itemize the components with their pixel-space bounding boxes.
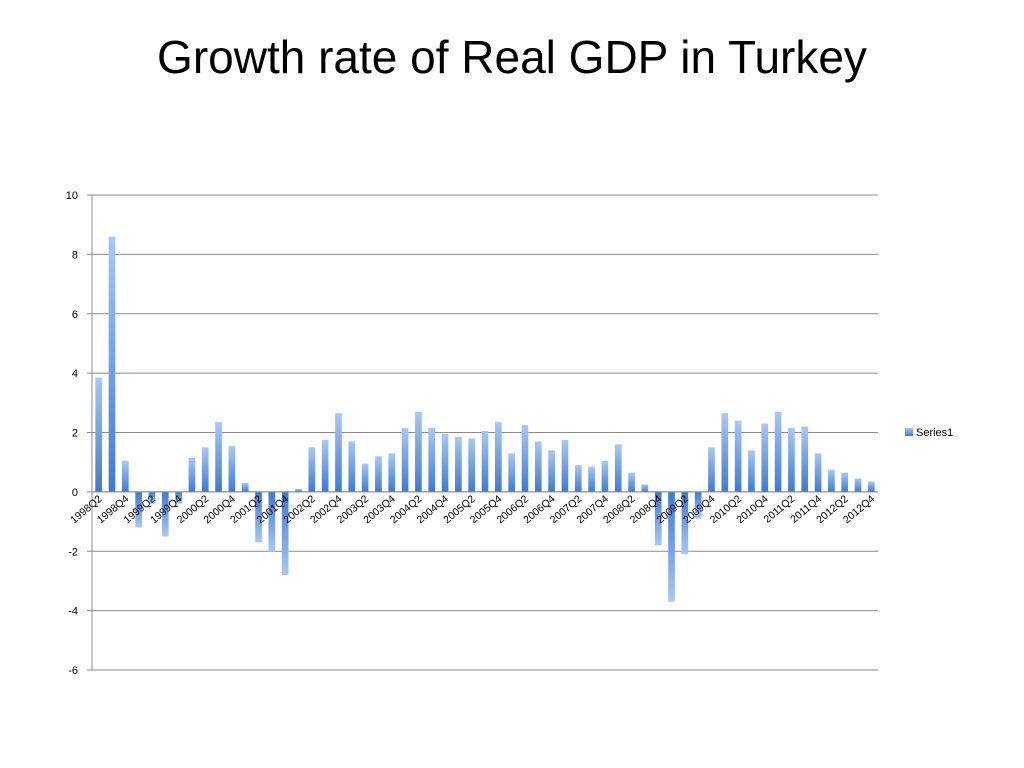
bar-2007Q1 bbox=[561, 439, 569, 492]
bar-2011Q1 bbox=[774, 411, 782, 492]
bar-1998Q3 bbox=[108, 236, 116, 492]
bar-1998Q4 bbox=[121, 460, 129, 492]
legend-swatch-series1 bbox=[905, 428, 913, 436]
bar-2012Q3 bbox=[854, 478, 862, 492]
y-tick-label: 4 bbox=[72, 368, 78, 380]
bar-2010Q4 bbox=[761, 423, 769, 492]
bar-2003Q2 bbox=[361, 463, 369, 492]
bar-2003Q3 bbox=[375, 456, 382, 492]
y-axis-tick-labels: 10 8 6 4 2 0 -2 -4 -6 bbox=[66, 190, 78, 677]
bar-2005Q2 bbox=[468, 438, 476, 492]
bar-2008Q4 bbox=[654, 491, 662, 546]
bars bbox=[95, 236, 875, 602]
bar-2007Q2 bbox=[574, 465, 582, 492]
bar-2010Q2 bbox=[734, 420, 742, 492]
bar-2007Q4 bbox=[601, 460, 609, 492]
y-tick-label: 10 bbox=[66, 190, 78, 202]
bar-2011Q4 bbox=[814, 453, 822, 492]
bar-2001Q2 bbox=[255, 491, 262, 543]
bar-2008Q1 bbox=[614, 444, 622, 492]
bar-2008Q3 bbox=[641, 484, 649, 492]
bar-2009Q4 bbox=[708, 447, 715, 492]
bar-1998Q2 bbox=[95, 377, 102, 492]
bar-1999Q2 bbox=[148, 491, 156, 504]
bar-2000Q1 bbox=[188, 457, 196, 492]
bar-2004Q4 bbox=[441, 433, 449, 492]
y-tick-label: 2 bbox=[72, 428, 78, 440]
bar-2009Q2 bbox=[681, 491, 689, 555]
bar-2000Q3 bbox=[215, 422, 222, 492]
bar-2006Q1 bbox=[508, 453, 515, 492]
y-tick-label: 0 bbox=[72, 487, 78, 499]
bar-2009Q1 bbox=[668, 491, 675, 602]
bar-2005Q3 bbox=[481, 431, 489, 492]
bar-2001Q4 bbox=[281, 491, 289, 575]
bar-2004Q3 bbox=[428, 428, 436, 492]
bar-2006Q3 bbox=[534, 441, 542, 492]
y-tick-label: 8 bbox=[72, 249, 78, 261]
bar-2007Q3 bbox=[588, 466, 595, 492]
y-tick-label: 6 bbox=[72, 309, 78, 321]
bar-2003Q1 bbox=[348, 441, 356, 492]
bar-2002Q1 bbox=[295, 488, 302, 492]
bar-2011Q3 bbox=[801, 426, 809, 492]
y-tick-label: -4 bbox=[68, 606, 78, 618]
bar-2008Q2 bbox=[628, 472, 635, 492]
bar-2000Q2 bbox=[201, 447, 209, 492]
bar-2002Q4 bbox=[335, 413, 342, 492]
axes bbox=[91, 195, 878, 670]
bar-2011Q2 bbox=[788, 428, 795, 492]
bar-2010Q1 bbox=[721, 413, 729, 492]
bar-2010Q3 bbox=[748, 450, 755, 492]
bar-2006Q2 bbox=[521, 425, 529, 492]
bar-2012Q1 bbox=[828, 469, 835, 492]
bar-2004Q2 bbox=[415, 411, 422, 492]
bar-2005Q4 bbox=[494, 422, 502, 492]
bar-2003Q4 bbox=[388, 453, 396, 492]
bar-2004Q1 bbox=[401, 428, 409, 492]
bar-2001Q3 bbox=[268, 491, 276, 552]
bar-2000Q4 bbox=[228, 445, 236, 492]
bar-2006Q4 bbox=[548, 450, 555, 492]
bar-2002Q3 bbox=[321, 439, 329, 492]
y-tick-label: -2 bbox=[68, 546, 78, 558]
x-axis-tick-labels: 1998Q21998Q41999Q21999Q42000Q22000Q42001… bbox=[68, 493, 877, 526]
bar-2009Q3 bbox=[694, 491, 702, 519]
bar-2001Q1 bbox=[241, 482, 249, 492]
bar-1999Q1 bbox=[135, 491, 142, 528]
bar-2005Q1 bbox=[455, 436, 462, 492]
slide-title: Growth rate of Real GDP in Turkey bbox=[157, 31, 867, 83]
bar-2012Q2 bbox=[841, 472, 849, 492]
bar-1999Q4 bbox=[175, 491, 182, 504]
bar-2002Q2 bbox=[308, 447, 316, 492]
legend-label-series1: Series1 bbox=[916, 427, 953, 439]
legend: Series1 bbox=[905, 427, 953, 439]
bar-2012Q4 bbox=[868, 481, 875, 492]
y-tick-label: -6 bbox=[68, 665, 78, 677]
bar-1999Q3 bbox=[161, 491, 169, 537]
